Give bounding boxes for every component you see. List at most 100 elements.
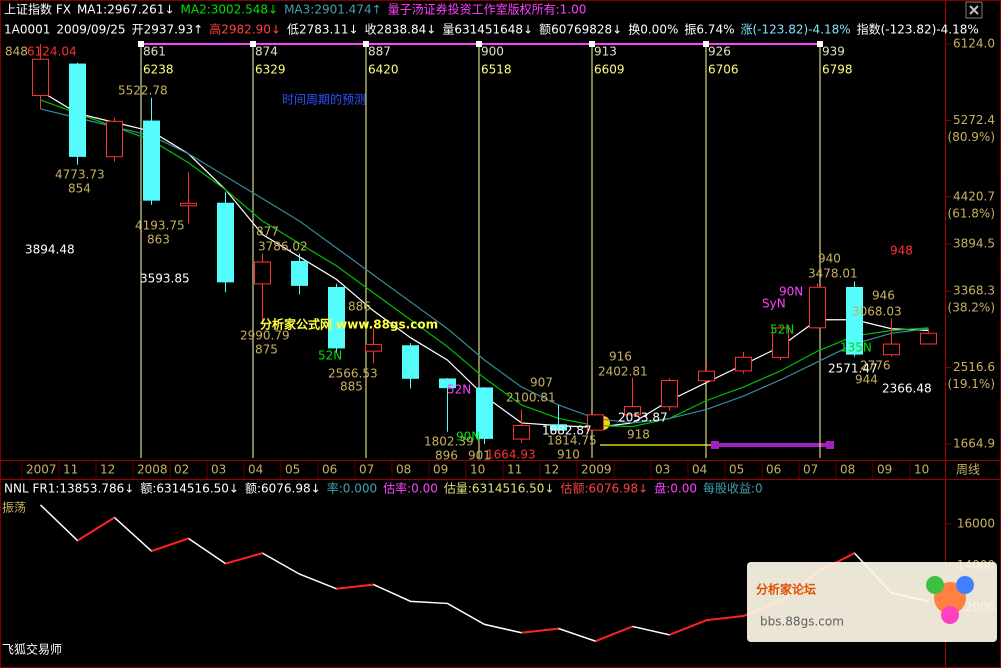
cycle-index: 6706 <box>708 63 739 77</box>
price-annotation: 896 <box>435 449 458 463</box>
price-annotation: 848 <box>5 45 28 59</box>
candle-body <box>883 343 900 356</box>
cycle-marker <box>826 441 834 449</box>
cycle-index: 6518 <box>481 63 512 77</box>
candle-body <box>254 261 271 285</box>
ratio-label: (80.9%) <box>948 130 995 144</box>
price-annotation: 4193.75 <box>135 219 185 233</box>
y-tick-label: 16000 <box>957 516 995 530</box>
candle-body <box>624 406 641 416</box>
oscillator-up <box>595 625 633 643</box>
header-text: MA1:2967.261↓ <box>77 3 175 17</box>
x-tick-label: 11 <box>63 463 78 477</box>
candle-body <box>809 286 826 329</box>
candle-body <box>180 202 197 207</box>
cycle-marker <box>817 41 823 47</box>
x-tick-label: 08 <box>396 463 411 477</box>
header-text: 开2937.93↑ <box>132 23 204 37</box>
logo: 分析家论坛 bbs.88gs.com <box>747 562 997 642</box>
candle-body <box>476 387 493 439</box>
oscillator-up <box>225 552 263 565</box>
cycle-index: 6329 <box>255 63 286 77</box>
price-annotation: 1664.93 <box>486 448 536 462</box>
x-tick-label: 04 <box>248 463 263 477</box>
x-tick-label: 09 <box>877 463 892 477</box>
y-tick-label: 5272.4 <box>953 113 995 127</box>
cycle-bar: 887 <box>368 45 391 59</box>
candle-body <box>328 286 345 349</box>
cycle-bar: 913 <box>594 45 617 59</box>
x-tick-label: 05 <box>285 463 300 477</box>
x-tick-label: 11 <box>507 463 522 477</box>
price-annotation: 948 <box>890 244 913 258</box>
cycle-bar: 861 <box>143 45 166 59</box>
price-annotation: 901 <box>468 449 491 463</box>
cycle-bar: 900 <box>481 45 504 59</box>
candle-body <box>143 120 160 201</box>
oscillator-up <box>706 615 744 622</box>
x-tick-label: 07 <box>359 463 374 477</box>
price-annotation: 918 <box>627 428 650 442</box>
cycle-marker <box>250 41 256 47</box>
header-text: 涨(-123.82)-4.18% <box>740 22 850 37</box>
candle-body <box>513 425 530 440</box>
cycle-marker <box>589 41 595 47</box>
x-tick-label: 07 <box>803 463 818 477</box>
header-text: 低2783.11↓ <box>287 23 359 37</box>
price-annotation: 3593.85 <box>140 272 190 286</box>
price-annotation: 877 <box>256 225 279 239</box>
price-annotation: 944 <box>855 373 878 387</box>
price-annotation: 2571.47 <box>828 362 878 376</box>
candle-body <box>32 58 49 96</box>
price-annotation: 3894.48 <box>25 243 75 257</box>
cycle-index: 6238 <box>143 63 174 77</box>
ma-line <box>40 99 929 428</box>
price-annotation: 52N <box>447 383 471 397</box>
price-annotation: 52N <box>770 323 794 337</box>
close-button[interactable] <box>965 1 983 19</box>
y-tick-label: 3368.3 <box>953 284 995 298</box>
candle-body <box>217 202 234 283</box>
price-annotation: 6124.04 <box>27 45 77 59</box>
x-tick-label: 10 <box>470 463 485 477</box>
header-text: MA2:3002.548↓ <box>181 3 279 17</box>
price-annotation: 2053.87 <box>618 411 668 425</box>
cycle-marker <box>711 441 719 449</box>
candle-body <box>846 286 863 355</box>
x-tick-label: 04 <box>692 463 707 477</box>
cycle-index: 6420 <box>368 63 399 77</box>
price-annotation: 854 <box>68 182 91 196</box>
header-text: 收2838.84↓ <box>365 23 437 37</box>
header-text: 量子汤证券投资工作室版权所有:1.00 <box>388 2 587 17</box>
candle-body <box>402 345 419 379</box>
header-text: 换0.00% <box>628 23 678 37</box>
oscillator-up <box>151 537 189 552</box>
candle-body <box>920 332 937 345</box>
header-text: 上证指数 FX <box>4 2 71 17</box>
y-tick-label: 6124.0 <box>953 36 995 50</box>
price-annotation: 135N <box>840 341 872 355</box>
price-annotation: 875 <box>255 343 278 357</box>
cycle-bar: 939 <box>822 45 845 59</box>
cycle-bar: 926 <box>708 45 731 59</box>
candle-body <box>106 120 123 158</box>
candle-body <box>772 327 789 358</box>
price-annotation: 2990.79 <box>240 329 290 343</box>
logo-title: 分析家论坛 <box>756 582 816 597</box>
candle-body <box>365 343 382 352</box>
header-text: 估率:0.00 <box>383 481 438 496</box>
footer: 飞狐交易师 <box>2 642 62 657</box>
cycle-marker <box>703 41 709 47</box>
candle-body <box>735 356 752 372</box>
sub-label: 振荡 <box>2 501 26 515</box>
header-text: 估额:6076.98↓ <box>561 482 649 496</box>
period-label: 周线 <box>956 463 980 477</box>
price-annotation: 886 <box>348 300 371 314</box>
header-text: 估量:6314516.50↓ <box>444 482 555 496</box>
price-annotation: 2100.81 <box>506 391 556 405</box>
ratio-label: (19.1%) <box>948 377 995 391</box>
x-tick-label: 2009 <box>581 463 612 477</box>
x-tick-label: 09 <box>433 463 448 477</box>
cycle-index: 6798 <box>822 63 853 77</box>
candle-body <box>550 424 567 431</box>
